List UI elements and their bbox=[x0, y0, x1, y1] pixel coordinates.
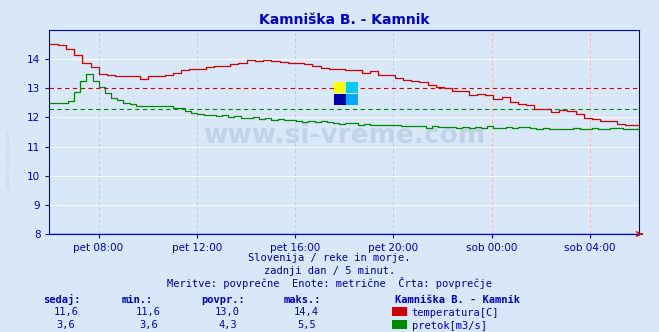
Text: maks.:: maks.: bbox=[283, 295, 321, 305]
Text: www.si-vreme.com: www.si-vreme.com bbox=[5, 129, 11, 189]
Text: 14,4: 14,4 bbox=[294, 307, 319, 317]
FancyBboxPatch shape bbox=[345, 94, 358, 106]
Text: temperatura[C]: temperatura[C] bbox=[412, 308, 500, 318]
Text: sedaj:: sedaj: bbox=[43, 294, 80, 305]
Text: povpr.:: povpr.: bbox=[201, 295, 244, 305]
Text: Kamniška B. - Kamnik: Kamniška B. - Kamnik bbox=[395, 295, 521, 305]
Text: min.:: min.: bbox=[122, 295, 153, 305]
FancyBboxPatch shape bbox=[345, 82, 358, 93]
Text: zadnji dan / 5 minut.: zadnji dan / 5 minut. bbox=[264, 266, 395, 276]
Text: 3,6: 3,6 bbox=[57, 320, 75, 330]
Text: 4,3: 4,3 bbox=[218, 320, 237, 330]
Text: Meritve: povprečne  Enote: metrične  Črta: povprečje: Meritve: povprečne Enote: metrične Črta:… bbox=[167, 277, 492, 289]
FancyBboxPatch shape bbox=[333, 82, 347, 93]
Text: www.si-vreme.com: www.si-vreme.com bbox=[203, 123, 486, 149]
Title: Kamniška B. - Kamnik: Kamniška B. - Kamnik bbox=[259, 13, 430, 27]
FancyBboxPatch shape bbox=[333, 94, 347, 106]
Text: 3,6: 3,6 bbox=[139, 320, 158, 330]
Text: 13,0: 13,0 bbox=[215, 307, 240, 317]
Text: 11,6: 11,6 bbox=[53, 307, 78, 317]
Text: 11,6: 11,6 bbox=[136, 307, 161, 317]
Text: pretok[m3/s]: pretok[m3/s] bbox=[412, 321, 487, 331]
Text: 5,5: 5,5 bbox=[297, 320, 316, 330]
Text: Slovenija / reke in morje.: Slovenija / reke in morje. bbox=[248, 253, 411, 263]
